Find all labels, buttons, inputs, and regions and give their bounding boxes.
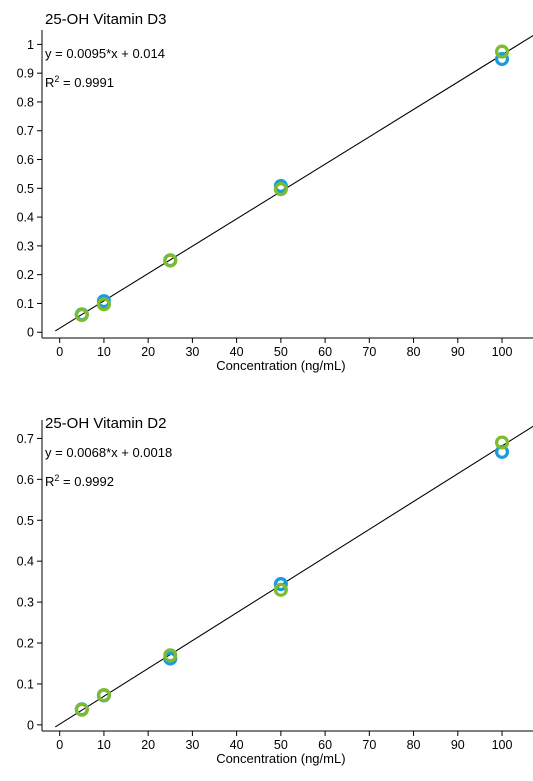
x-tick-label: 20 — [141, 738, 155, 752]
y-tick-label: 0.5 — [17, 182, 34, 196]
y-tick-label: 0 — [27, 326, 34, 340]
regression-equation: y = 0.0095*x + 0.014 — [45, 46, 165, 61]
regression-equation: y = 0.0068*x + 0.0018 — [45, 445, 172, 460]
x-tick-label: 30 — [185, 345, 199, 359]
y-tick-label: 0.4 — [17, 555, 34, 569]
data-point-series-2 — [74, 307, 89, 323]
y-tick-label: 0.7 — [17, 124, 34, 138]
x-axis-label: Concentration (ng/mL) — [216, 751, 345, 766]
y-tick-label: 0 — [27, 718, 34, 732]
x-tick-label: 80 — [407, 738, 421, 752]
y-tick-label: 0.6 — [17, 153, 34, 167]
y-tick-label: 0.6 — [17, 473, 34, 487]
data-point-series-2 — [273, 582, 288, 597]
y-tick-label: 0.8 — [17, 95, 34, 109]
chart-title: 25-OH Vitamin D3 — [45, 11, 166, 28]
x-tick-label: 70 — [362, 345, 376, 359]
data-point-series-2 — [494, 435, 510, 450]
r-squared-label: R2 = 0.9992 — [45, 473, 114, 489]
y-tick-label: 0.1 — [17, 677, 34, 691]
y-tick-label: 0.2 — [17, 268, 34, 282]
data-point-series-1 — [273, 577, 288, 592]
x-tick-label: 10 — [97, 738, 111, 752]
x-tick-label: 10 — [97, 345, 111, 359]
y-tick-label: 0.2 — [17, 637, 34, 651]
data-point-series-2 — [96, 297, 111, 312]
regression-line — [54, 425, 533, 728]
x-tick-label: 40 — [230, 738, 244, 752]
x-tick-label: 80 — [407, 345, 421, 359]
data-point-series-2 — [494, 44, 510, 59]
y-tick-label: 0.4 — [17, 211, 34, 225]
y-tick-label: 1 — [27, 38, 34, 52]
r-squared-label: R2 = 0.9991 — [45, 74, 114, 90]
x-tick-label: 100 — [492, 738, 513, 752]
data-point-series-1 — [494, 52, 510, 67]
chart-panel-2: 25-OH Vitamin D2 0 0.1 0.2 0.3 0.4 0.5 0.6 0.7 0 1… — [17, 415, 533, 766]
y-tick-label: 0.9 — [17, 67, 34, 81]
y-tick-label: 0.1 — [17, 297, 34, 311]
x-tick-label: 40 — [230, 345, 244, 359]
regression-line — [54, 34, 533, 332]
x-tick-label: 0 — [56, 738, 63, 752]
data-point-series-2 — [163, 253, 178, 268]
x-tick-label: 90 — [451, 345, 465, 359]
x-tick-label: 50 — [274, 738, 288, 752]
x-tick-label: 90 — [451, 738, 465, 752]
x-tick-label: 20 — [141, 345, 155, 359]
data-point-series-2 — [74, 702, 89, 717]
y-tick-label: 0.3 — [17, 596, 34, 610]
x-tick-label: 60 — [318, 738, 332, 752]
x-tick-label: 60 — [318, 345, 332, 359]
y-tick-label: 0.3 — [17, 239, 34, 253]
data-point-series-2 — [163, 648, 178, 663]
chart-title: 25-OH Vitamin D2 — [45, 415, 166, 432]
x-tick-label: 70 — [362, 738, 376, 752]
x-axis-label: Concentration (ng/mL) — [216, 358, 345, 373]
y-tick-label: 0.5 — [17, 514, 34, 528]
x-tick-label: 0 — [56, 345, 63, 359]
data-point-series-2 — [96, 687, 111, 703]
data-point-series-2 — [273, 182, 288, 197]
x-tick-label: 100 — [492, 345, 513, 359]
x-tick-label: 50 — [274, 345, 288, 359]
chart-panel-1: 25-OH Vitamin D3 0 0.1 0.2 0.3 0.4 0.5 0.6 0.7 0.… — [17, 11, 533, 373]
x-tick-label: 30 — [185, 738, 199, 752]
y-tick-label: 0.7 — [17, 432, 34, 446]
